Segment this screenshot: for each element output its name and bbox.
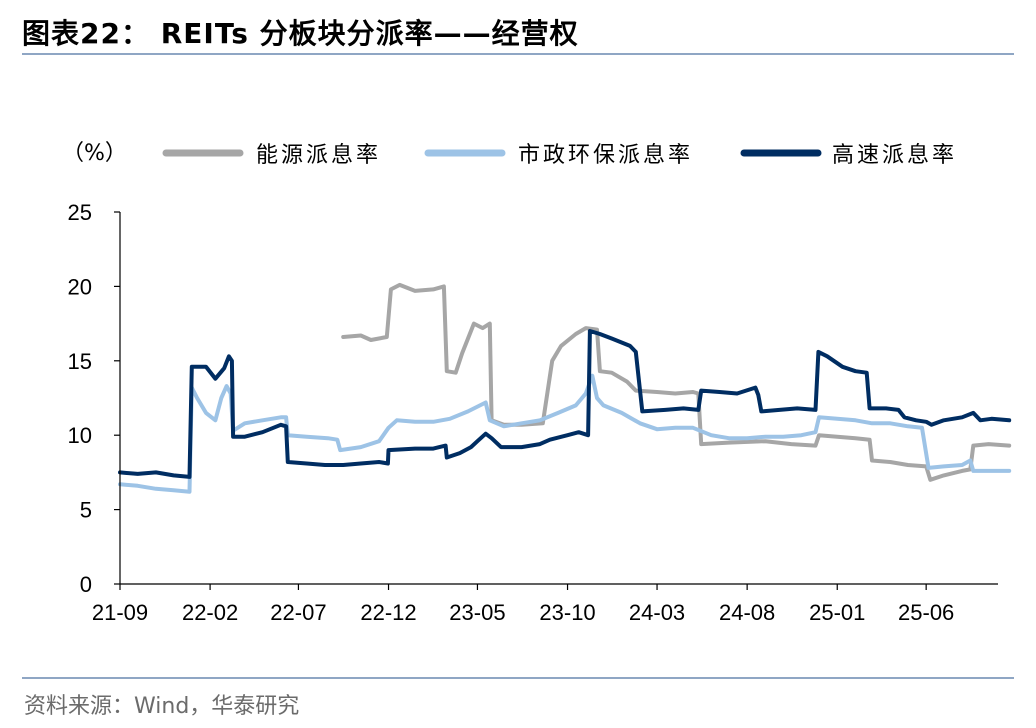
x-tick-label: 23-05 — [449, 600, 505, 625]
series-layer — [118, 282, 1012, 494]
legend-label-3: 高速派息率 — [832, 143, 957, 168]
y-tick-label: 20 — [68, 274, 92, 299]
y-axis-ticks: 0 5 10 15 20 25 — [68, 200, 120, 597]
x-tick-label: 21-09 — [92, 600, 148, 625]
x-axis-ticks: 21-09 22-02 22-07 22-12 23-05 23-10 24-03 24-08… — [92, 584, 954, 625]
x-tick-label: 23-10 — [539, 600, 595, 625]
series-line-3 — [118, 329, 1012, 479]
chart-legend: 能源派息率 市政环保派息率 高速派息率 — [162, 143, 957, 168]
legend-label-1: 能源派息率 — [256, 143, 381, 168]
x-tick-label: 22-02 — [182, 600, 238, 625]
x-tick-label: 24-03 — [629, 600, 685, 625]
y-tick-label: 10 — [68, 423, 92, 448]
source-note: 资料来源：Wind，华泰研究 — [24, 694, 300, 719]
series-line-1 — [341, 282, 1012, 482]
y-unit-label: （%） — [62, 141, 127, 166]
y-tick-label: 0 — [80, 572, 92, 597]
title-divider — [22, 53, 1014, 55]
page-title: 图表22： REITs 分板块分派率——经营权 — [22, 17, 579, 50]
x-tick-label: 22-12 — [360, 600, 416, 625]
x-tick-label: 25-06 — [898, 600, 954, 625]
footer-divider — [22, 677, 1014, 679]
y-tick-label: 25 — [68, 200, 92, 225]
y-tick-label: 15 — [68, 349, 92, 374]
x-tick-label: 24-08 — [719, 600, 775, 625]
y-tick-label: 5 — [80, 498, 92, 523]
legend-label-2: 市政环保派息率 — [518, 143, 693, 168]
x-tick-label: 25-01 — [809, 600, 865, 625]
x-tick-label: 22-07 — [270, 600, 326, 625]
